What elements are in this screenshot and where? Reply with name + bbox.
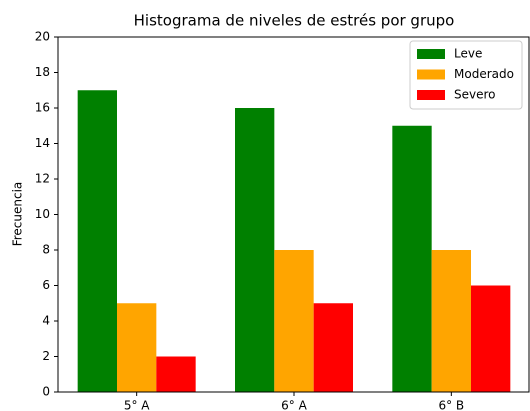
bar [471, 285, 511, 392]
y-tick-label: 0 [42, 385, 50, 399]
y-tick-label: 4 [42, 314, 50, 328]
y-tick-label: 14 [35, 136, 50, 150]
legend-swatch [417, 49, 445, 59]
legend-label: Leve [454, 47, 482, 61]
x-tick-label: 6° B [438, 399, 464, 411]
y-tick-label: 20 [35, 30, 50, 44]
y-tick-label: 2 [42, 349, 50, 363]
x-tick-label: 6° A [281, 399, 307, 411]
plot-frame [57, 36, 530, 393]
bar [392, 125, 432, 392]
y-tick-label: 8 [42, 243, 50, 257]
bar [77, 90, 117, 392]
legend: Leve Moderado Severo [409, 40, 523, 110]
y-tick-label: 18 [35, 65, 50, 79]
legend-swatch [417, 69, 445, 80]
legend-swatch [417, 90, 445, 100]
bar [117, 303, 157, 392]
chart-title: Histograma de niveles de estrés por grup… [134, 12, 455, 30]
legend-label: Moderado [454, 67, 514, 81]
bar [313, 303, 353, 392]
y-tick-label: 12 [35, 172, 50, 186]
bar [235, 108, 275, 392]
y-tick-label: 10 [35, 207, 50, 221]
y-tick-label: 6 [42, 278, 50, 292]
bar [156, 356, 196, 392]
x-tick-label: 5° A [124, 399, 150, 411]
bar [431, 250, 471, 392]
y-tick-label: 16 [35, 101, 50, 115]
legend-label: Severo [454, 88, 496, 102]
y-axis-label: Frecuencia [11, 182, 25, 247]
bar [274, 250, 314, 392]
